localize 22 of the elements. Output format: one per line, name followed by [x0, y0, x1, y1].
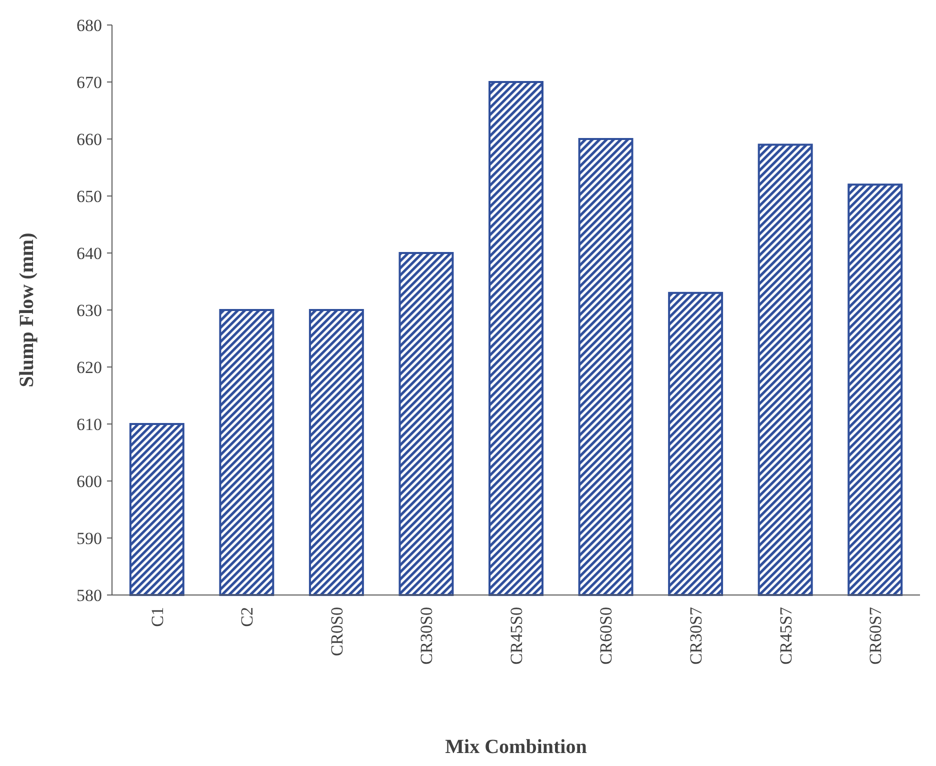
x-tick-label: C2	[238, 607, 257, 627]
x-tick-label: CR0S0	[327, 607, 346, 656]
y-tick-label: 610	[76, 414, 102, 434]
x-tick-label: C1	[148, 607, 167, 627]
x-tick-label: CR60S0	[596, 607, 616, 665]
y-axis-title: Slump Flow (mm)	[16, 232, 38, 388]
y-tick-label: 660	[76, 130, 102, 149]
x-tick-label: CR30S0	[417, 607, 436, 665]
x-tick-label: CR45S7	[776, 606, 796, 665]
y-tick-label: 680	[76, 16, 102, 35]
x-axis-title: Mix Combintion	[445, 736, 587, 758]
y-tick-label: 620	[76, 358, 102, 377]
y-tick-label: 590	[76, 528, 102, 548]
y-tick-label: 630	[76, 300, 102, 320]
y-tick-label: 650	[76, 186, 102, 206]
y-tick-label: 670	[76, 72, 102, 92]
y-tick-label: 580	[76, 586, 102, 605]
y-tick-label: 640	[76, 244, 102, 263]
x-tick-label: CR30S7	[686, 606, 706, 665]
x-tick-label: CR45S0	[506, 607, 526, 665]
x-tick-label: CR60S7	[866, 606, 886, 665]
y-tick-label: 600	[76, 472, 102, 491]
